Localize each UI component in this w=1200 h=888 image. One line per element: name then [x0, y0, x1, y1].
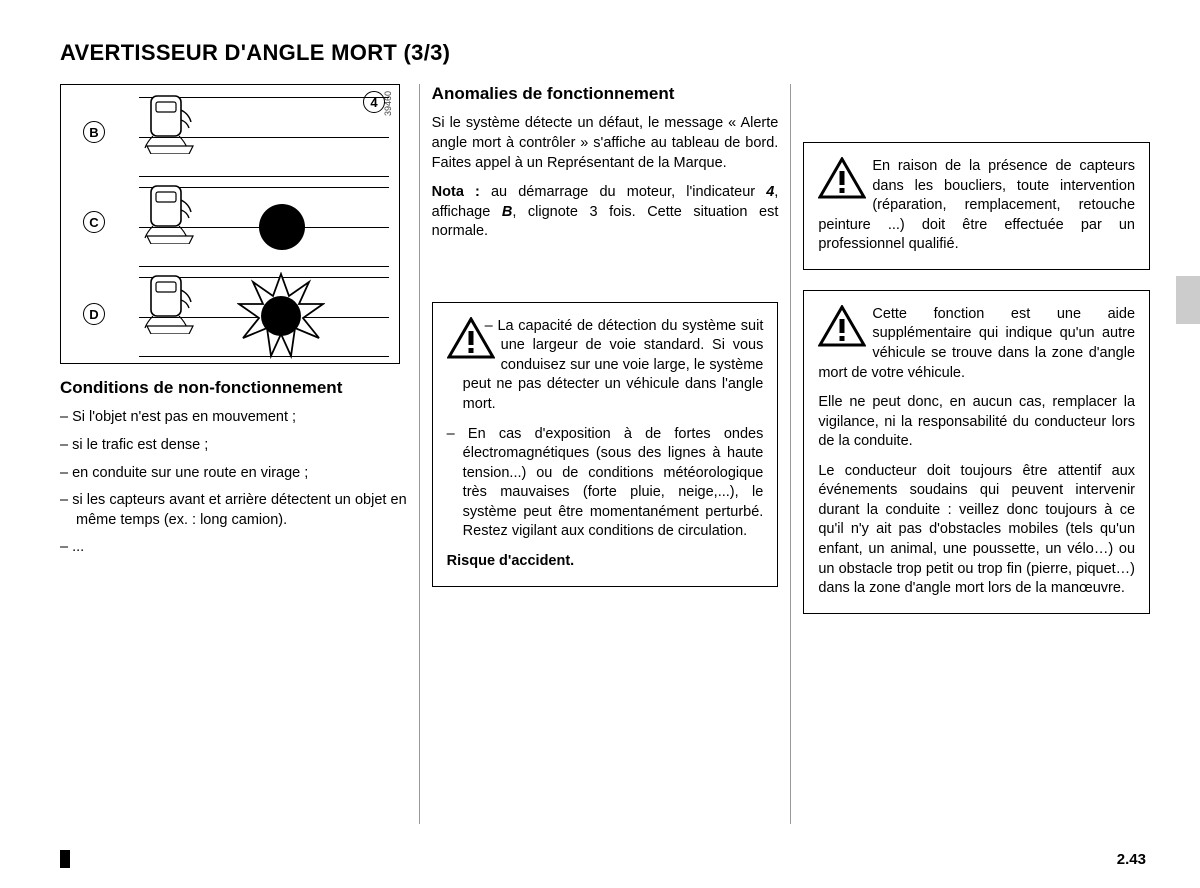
- thumb-tab: [1176, 276, 1200, 324]
- warning-box-col3-a: En raison de la présence de capteurs dan…: [803, 142, 1150, 270]
- figure-row-b: [139, 97, 389, 177]
- warning-triangle-icon: [818, 305, 866, 349]
- content-columns: 39460 4 B C: [60, 84, 1150, 844]
- figure-letter-c: C: [83, 211, 105, 233]
- figure-row-d: [139, 277, 389, 357]
- page-number: 2.43: [1117, 851, 1146, 868]
- nota-text-a: au démarrage du moteur, l'indicateur: [480, 184, 766, 200]
- corner-mark: [60, 850, 70, 868]
- col2-heading: Anomalies de fonctionnement: [432, 84, 779, 104]
- list-item: ...: [60, 538, 407, 558]
- column-3: En raison de la présence de capteurs dan…: [791, 84, 1150, 844]
- warn3b-p2: Elle ne peut donc, en aucun cas, remplac…: [818, 393, 1135, 452]
- warning-triangle-icon: [818, 157, 866, 201]
- car-icon: [141, 182, 199, 244]
- column-1: 39460 4 B C: [60, 84, 419, 844]
- warning-box-col3-b: Cette fonction est une aide supplémentai…: [803, 290, 1150, 614]
- warn3b-p3: Le conducteur doit toujours être attenti…: [818, 462, 1135, 599]
- figure-letter-d: D: [83, 303, 105, 325]
- col1-bullets: Si l'objet n'est pas en mouvement ; si l…: [60, 408, 407, 557]
- list-item: La capacité de détection du système suit…: [447, 317, 764, 415]
- figure-diagram: 39460 4 B C: [60, 84, 400, 364]
- page-title: AVERTISSEUR D'ANGLE MORT (3/3): [60, 40, 1150, 66]
- burst-icon: [237, 272, 325, 360]
- col1-heading: Conditions de non-fonctionnement: [60, 378, 407, 398]
- car-icon: [141, 272, 199, 334]
- list-item: si les capteurs avant et arrière détecte…: [60, 491, 407, 530]
- col2-nota: Nota : au démarrage du moteur, l'indicat…: [432, 183, 779, 242]
- list-item: Si l'objet n'est pas en mouvement ;: [60, 408, 407, 428]
- indicator-dot: [259, 204, 305, 250]
- col2-para1: Si le système détecte un défaut, le mess…: [432, 114, 779, 173]
- car-icon: [141, 92, 199, 154]
- column-2: Anomalies de fonctionnement Si le systèm…: [420, 84, 791, 844]
- list-item: si le trafic est dense ;: [60, 436, 407, 456]
- list-item: En cas d'exposition à de fortes ondes él…: [447, 425, 764, 542]
- nota-let: B: [502, 204, 512, 220]
- figure-row-c: [139, 187, 389, 267]
- figure-letter-b: B: [83, 121, 105, 143]
- warn-risk: Risque d'accident.: [447, 552, 764, 572]
- warning-box-col2: La capacité de détection du système suit…: [432, 302, 779, 587]
- nota-label: Nota :: [432, 184, 480, 200]
- list-item: en conduite sur une route en virage ;: [60, 464, 407, 484]
